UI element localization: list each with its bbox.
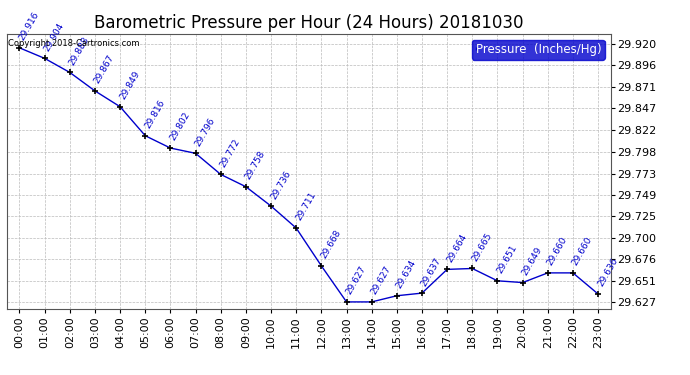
Legend: Pressure  (Inches/Hg): Pressure (Inches/Hg) (472, 40, 604, 60)
Text: 29.636: 29.636 (596, 256, 620, 288)
Text: 29.867: 29.867 (92, 54, 116, 86)
Text: 29.711: 29.711 (294, 191, 317, 222)
Text: Copyright 2018-Cartronics.com: Copyright 2018-Cartronics.com (8, 39, 139, 48)
Text: 29.651: 29.651 (495, 243, 519, 275)
Text: 29.660: 29.660 (546, 236, 569, 267)
Text: 29.736: 29.736 (269, 169, 293, 201)
Text: 29.660: 29.660 (571, 236, 594, 267)
Text: 29.758: 29.758 (244, 149, 267, 181)
Text: 29.888: 29.888 (68, 35, 91, 67)
Text: 29.665: 29.665 (470, 231, 493, 263)
Text: 29.627: 29.627 (344, 265, 368, 296)
Text: 29.627: 29.627 (369, 265, 393, 296)
Text: 29.772: 29.772 (219, 137, 242, 169)
Text: 29.637: 29.637 (420, 256, 443, 288)
Text: 29.664: 29.664 (445, 232, 469, 264)
Text: 29.849: 29.849 (118, 69, 141, 101)
Text: 29.649: 29.649 (520, 245, 544, 277)
Text: 29.904: 29.904 (42, 21, 66, 53)
Text: 29.634: 29.634 (395, 258, 418, 290)
Title: Barometric Pressure per Hour (24 Hours) 20181030: Barometric Pressure per Hour (24 Hours) … (94, 14, 524, 32)
Text: 29.916: 29.916 (17, 10, 41, 42)
Text: 29.796: 29.796 (193, 116, 217, 148)
Text: 29.802: 29.802 (168, 111, 192, 142)
Text: 29.816: 29.816 (143, 98, 166, 130)
Text: 29.668: 29.668 (319, 228, 343, 260)
